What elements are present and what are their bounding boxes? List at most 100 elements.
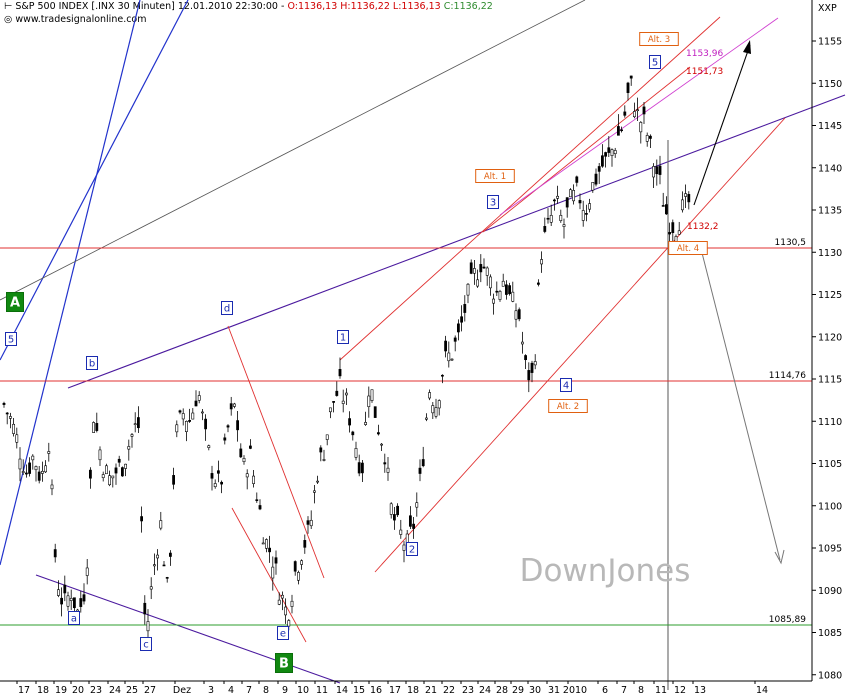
red-channel-mid bbox=[482, 66, 691, 233]
wave-label-box bbox=[548, 399, 588, 413]
x-tick-label: 22 bbox=[443, 685, 455, 696]
candle-body bbox=[255, 499, 259, 501]
candle-body bbox=[341, 400, 345, 404]
wave-label-text: e bbox=[280, 629, 286, 640]
candle-body bbox=[466, 283, 470, 296]
x-tick-label: 18 bbox=[37, 685, 49, 696]
candle-body bbox=[9, 416, 12, 419]
candle-body bbox=[354, 448, 358, 458]
candle-body bbox=[181, 413, 185, 420]
y-tick-label: 1135 bbox=[818, 206, 842, 217]
forecast-up-arrow bbox=[693, 44, 751, 206]
candle-body bbox=[469, 262, 473, 274]
candle-body bbox=[668, 232, 672, 235]
candle-body bbox=[610, 149, 614, 156]
level-label: 1130,5 bbox=[775, 238, 807, 248]
wave-label-green: A bbox=[6, 292, 24, 312]
candle-body bbox=[12, 423, 16, 434]
close-value: C:1136,22 bbox=[443, 1, 493, 12]
candle-body bbox=[607, 147, 611, 153]
candle-body bbox=[233, 403, 236, 407]
wave-label-blue: 4 bbox=[560, 378, 572, 392]
y-tick-label: 1085 bbox=[818, 628, 842, 639]
instrument-icon: ⊢ bbox=[4, 1, 13, 12]
wave-label-box bbox=[475, 169, 515, 183]
candle-body bbox=[37, 471, 41, 481]
candle-body bbox=[495, 290, 499, 293]
purple-support-line bbox=[35, 574, 341, 684]
candle-body bbox=[300, 560, 304, 565]
x-tick-label: 24 bbox=[109, 685, 121, 696]
candle-body bbox=[389, 503, 393, 515]
x-tick-label: 10 bbox=[297, 685, 309, 696]
candle-body bbox=[92, 422, 96, 433]
candle-body bbox=[34, 466, 38, 471]
candle-body bbox=[450, 358, 454, 361]
candle-body bbox=[31, 455, 35, 461]
candle-body bbox=[344, 392, 348, 396]
candle-body bbox=[56, 589, 60, 596]
red-channel-upper bbox=[339, 16, 721, 361]
candle-body bbox=[351, 431, 355, 436]
wave-label-blue: e bbox=[277, 626, 289, 640]
candle-body bbox=[428, 392, 432, 399]
candle-body bbox=[226, 425, 230, 428]
wave-label-box bbox=[337, 330, 349, 344]
candle-body bbox=[578, 200, 582, 204]
candle-body bbox=[44, 465, 48, 473]
wave-label-text: 2 bbox=[409, 545, 415, 556]
wave-label-blue: 5 bbox=[5, 332, 17, 346]
x-tick-label: 11 bbox=[316, 685, 328, 696]
ohlc-values: O:1136,13 H:1136,22 L:1136,13 bbox=[287, 1, 441, 12]
x-tick-label: 8 bbox=[263, 685, 269, 696]
x-tick-label: 31 bbox=[548, 685, 560, 696]
candle-body bbox=[50, 484, 54, 490]
candle-body bbox=[460, 316, 464, 323]
candle-body bbox=[472, 268, 476, 274]
candle-body bbox=[444, 340, 448, 352]
candle-body bbox=[114, 467, 118, 474]
x-tick-label: 27 bbox=[144, 685, 156, 696]
candle-body bbox=[360, 462, 364, 474]
candle-body bbox=[453, 337, 457, 342]
candle-body bbox=[274, 557, 278, 564]
x-tick-label: 6 bbox=[602, 685, 608, 696]
blue-trendline bbox=[0, 0, 141, 566]
wave-label-text: a bbox=[71, 614, 77, 625]
grey-trendline bbox=[0, 0, 586, 301]
wave-label-text: d bbox=[224, 304, 230, 315]
red-channel-lower bbox=[374, 117, 786, 573]
candle-body bbox=[437, 400, 441, 409]
candle-body bbox=[588, 203, 592, 210]
candle-body bbox=[408, 515, 412, 527]
candle-body bbox=[85, 567, 89, 576]
candle-body bbox=[338, 369, 342, 377]
x-tick-label: 17 bbox=[389, 685, 401, 696]
candle-body bbox=[24, 472, 28, 475]
candle-body bbox=[511, 291, 515, 302]
wave-label-blue: 1 bbox=[337, 330, 349, 344]
candle-body bbox=[597, 166, 601, 172]
candle-body bbox=[604, 152, 608, 157]
y-tick-label: 1110 bbox=[818, 417, 842, 428]
wave-label-blue: a bbox=[68, 611, 80, 625]
candle-body bbox=[207, 445, 211, 448]
candle-body bbox=[431, 405, 435, 414]
candle-body bbox=[328, 407, 332, 413]
candle-body bbox=[658, 165, 662, 175]
candle-body bbox=[117, 458, 121, 463]
wave-label-orange: Alt. 1 bbox=[475, 169, 515, 183]
candle-body bbox=[89, 469, 92, 479]
candle-body bbox=[332, 401, 336, 403]
source-link[interactable]: www.tradesignalonline.com bbox=[15, 14, 147, 25]
candle-body bbox=[162, 564, 166, 567]
y-tick-label: 1090 bbox=[818, 586, 842, 597]
x-tick-label: 7 bbox=[621, 685, 627, 696]
candle-body bbox=[290, 600, 294, 607]
candle-body bbox=[217, 470, 220, 474]
candle-body bbox=[220, 481, 224, 485]
wave-label-orange: Alt. 3 bbox=[639, 32, 679, 46]
y-tick-label: 1100 bbox=[818, 501, 842, 512]
candle-body bbox=[229, 403, 233, 410]
wave-label-box bbox=[487, 195, 499, 209]
